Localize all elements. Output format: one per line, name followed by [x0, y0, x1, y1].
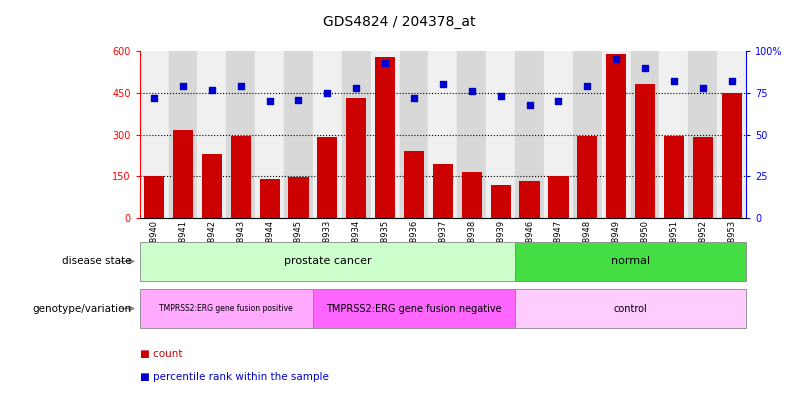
- Text: disease state: disease state: [62, 256, 132, 266]
- Bar: [635, 84, 655, 218]
- Text: control: control: [614, 303, 647, 314]
- Bar: [140, 289, 313, 328]
- Text: GDS4824 / 204378_at: GDS4824 / 204378_at: [322, 15, 476, 29]
- Point: [292, 96, 305, 103]
- Bar: [491, 185, 511, 218]
- Point: [638, 64, 651, 71]
- Bar: [721, 93, 742, 218]
- Bar: [227, 51, 255, 218]
- Bar: [173, 130, 193, 218]
- Bar: [400, 51, 429, 218]
- Bar: [144, 176, 164, 218]
- Bar: [630, 51, 659, 218]
- Point: [263, 98, 276, 104]
- Bar: [202, 154, 222, 218]
- Bar: [602, 51, 630, 218]
- Point: [176, 83, 189, 89]
- Point: [581, 83, 594, 89]
- Bar: [346, 98, 366, 218]
- Bar: [284, 51, 313, 218]
- Text: TMPRSS2:ERG gene fusion negative: TMPRSS2:ERG gene fusion negative: [326, 303, 502, 314]
- Bar: [197, 51, 227, 218]
- Point: [552, 98, 565, 104]
- Bar: [717, 51, 746, 218]
- Bar: [140, 51, 168, 218]
- Point: [350, 84, 362, 91]
- Bar: [433, 164, 453, 218]
- Bar: [573, 51, 602, 218]
- Point: [465, 88, 478, 94]
- Bar: [659, 51, 689, 218]
- Bar: [429, 51, 457, 218]
- Bar: [544, 51, 573, 218]
- Bar: [404, 151, 424, 218]
- Bar: [462, 172, 482, 218]
- Bar: [689, 51, 717, 218]
- Bar: [515, 51, 544, 218]
- Bar: [693, 138, 713, 218]
- Point: [697, 84, 709, 91]
- Bar: [259, 179, 280, 218]
- Bar: [375, 57, 395, 218]
- Point: [408, 95, 421, 101]
- Text: ■ percentile rank within the sample: ■ percentile rank within the sample: [140, 372, 329, 382]
- Bar: [371, 51, 400, 218]
- Bar: [318, 138, 338, 218]
- Point: [321, 90, 334, 96]
- Point: [494, 93, 507, 99]
- Bar: [515, 242, 746, 281]
- Text: prostate cancer: prostate cancer: [283, 256, 371, 266]
- Bar: [577, 136, 598, 218]
- Bar: [255, 51, 284, 218]
- Bar: [313, 51, 342, 218]
- Point: [235, 83, 247, 89]
- Text: genotype/variation: genotype/variation: [33, 303, 132, 314]
- Point: [379, 60, 392, 66]
- Bar: [288, 177, 309, 218]
- Point: [148, 95, 160, 101]
- Text: TMPRSS2:ERG gene fusion positive: TMPRSS2:ERG gene fusion positive: [160, 304, 293, 313]
- Bar: [606, 54, 626, 218]
- Bar: [313, 289, 515, 328]
- Point: [668, 78, 681, 84]
- Point: [437, 81, 449, 88]
- Text: normal: normal: [611, 256, 650, 266]
- Bar: [548, 176, 568, 218]
- Bar: [486, 51, 515, 218]
- Bar: [231, 136, 251, 218]
- Bar: [664, 136, 684, 218]
- Point: [205, 86, 218, 93]
- Point: [523, 101, 536, 108]
- Point: [610, 56, 622, 62]
- Text: ■ count: ■ count: [140, 349, 182, 359]
- Bar: [519, 180, 539, 218]
- Bar: [342, 51, 371, 218]
- Point: [725, 78, 738, 84]
- Bar: [457, 51, 486, 218]
- Bar: [168, 51, 197, 218]
- Bar: [515, 289, 746, 328]
- Bar: [140, 242, 515, 281]
